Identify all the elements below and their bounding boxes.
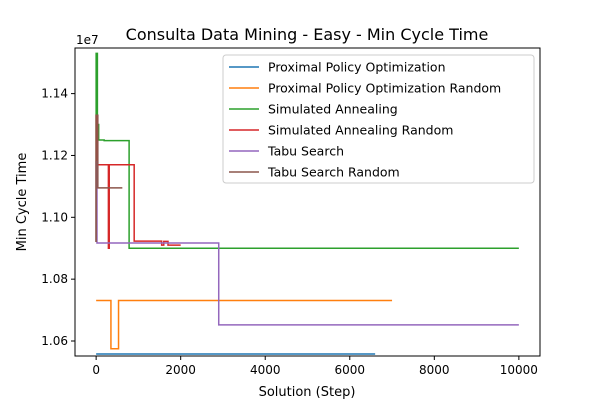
y-tick-label: 1.10 [41,210,68,224]
x-tick-label: 6000 [334,363,365,377]
y-tick-label: 1.06 [41,334,68,348]
x-tick-label: 0 [92,363,100,377]
y-axis: 1.06 1.08 1.10 1.12 1.14 [41,87,75,348]
legend-label: Proximal Policy Optimization Random [268,81,501,96]
plot-frame [74,47,541,357]
x-tick-label: 2000 [165,363,196,377]
series-line-3 [95,52,519,249]
legend-label: Tabu Search [267,144,344,159]
series-line-6 [95,114,123,243]
legend-box [222,54,535,184]
x-tick-label: 4000 [250,363,281,377]
series-line-2 [96,299,393,350]
y-tick-label: 1.08 [41,272,68,286]
legend-label: Simulated Annealing [268,102,398,117]
legend-label: Simulated Annealing Random [268,123,453,138]
legend-label: Proximal Policy Optimization [268,60,446,75]
y-offset-label: 1e7 [76,33,99,47]
chart-title: Consulta Data Mining - Easy - Min Cycle … [126,25,489,44]
x-axis: 0 2000 4000 6000 8000 10000 [92,356,538,377]
x-axis-label: Solution (Step) [259,385,356,400]
plot-series-group [95,52,519,355]
legend: Proximal Policy Optimization Proximal Pol… [222,54,535,184]
y-axis-label: Min Cycle Time [15,153,30,252]
y-tick-label: 1.12 [41,148,68,162]
legend-label: Tabu Search Random [267,165,400,180]
y-tick-label: 1.14 [41,87,68,101]
x-tick-label: 10000 [500,363,538,377]
x-tick-label: 8000 [419,363,450,377]
